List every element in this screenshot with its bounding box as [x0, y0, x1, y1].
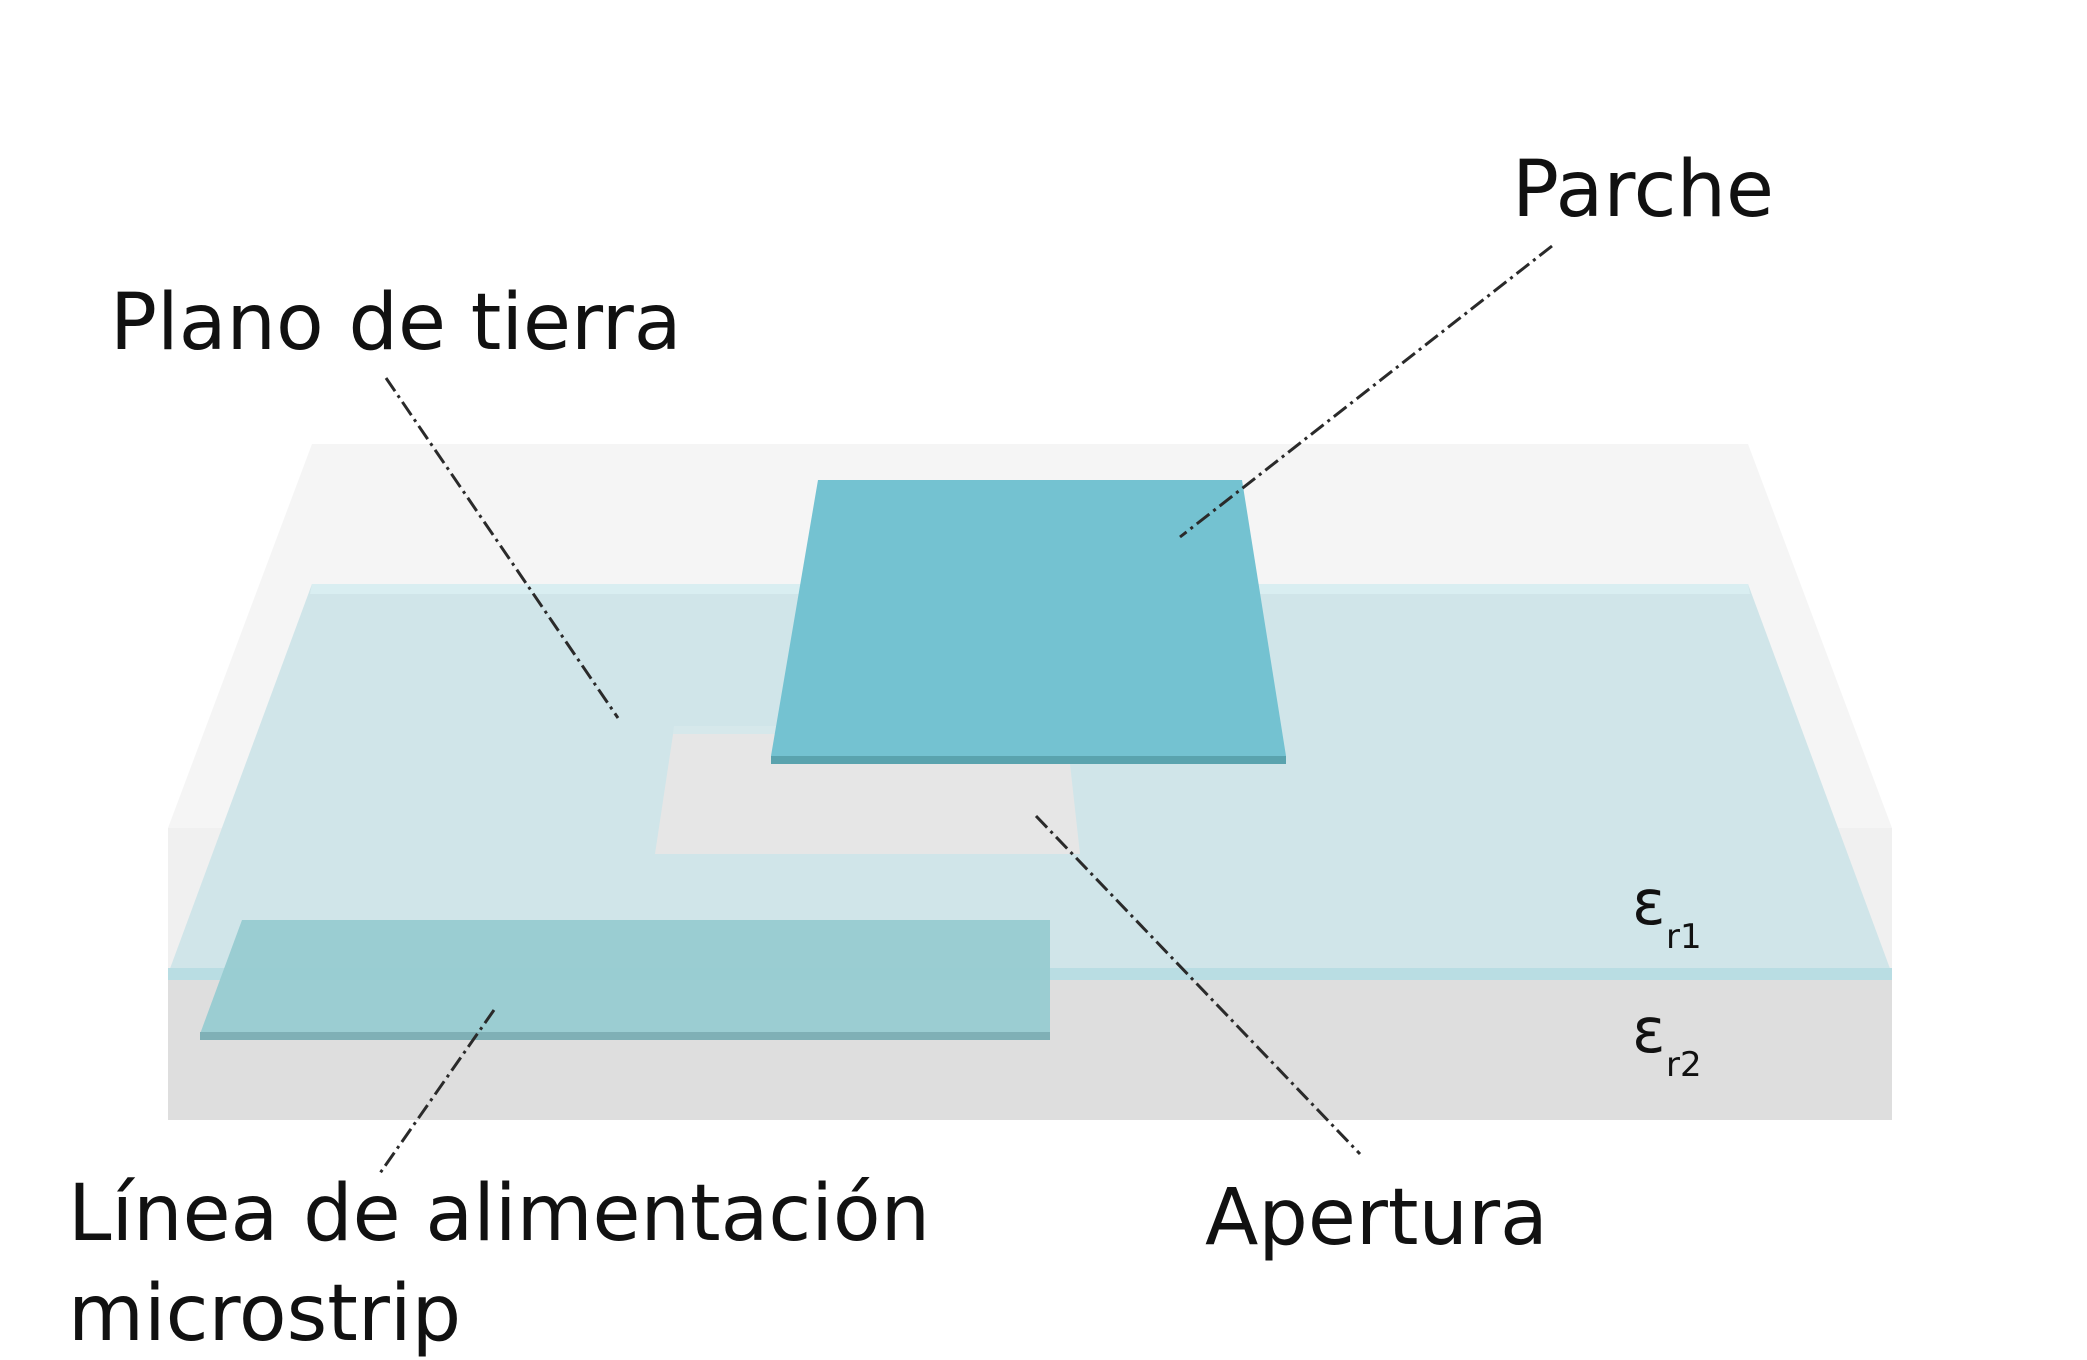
leader-feed-line [376, 1009, 496, 1177]
label-aperture: Apertura [1205, 1173, 1548, 1263]
label-feed-line-line2: microstrip [68, 1269, 461, 1359]
patch [771, 480, 1286, 756]
epsilon-r1-symbol: ε [1632, 866, 1666, 939]
patch-edge [771, 756, 1286, 764]
leader-aperture [1034, 814, 1362, 1156]
label-patch: Parche [1512, 145, 1774, 235]
microstrip-feed-line [200, 920, 1050, 1034]
leader-patch [1179, 244, 1553, 539]
epsilon-r2-subscript: r2 [1666, 1045, 1702, 1085]
epsilon-r1-subscript: r1 [1666, 917, 1702, 957]
leader-ground-plane [384, 377, 620, 719]
epsilon-r2-symbol: ε [1632, 994, 1666, 1067]
label-feed-line-line1: Línea de alimentación [68, 1169, 930, 1259]
microstrip-feed-line-edge [200, 1032, 1050, 1040]
label-ground-plane: Plano de tierra [110, 278, 682, 368]
